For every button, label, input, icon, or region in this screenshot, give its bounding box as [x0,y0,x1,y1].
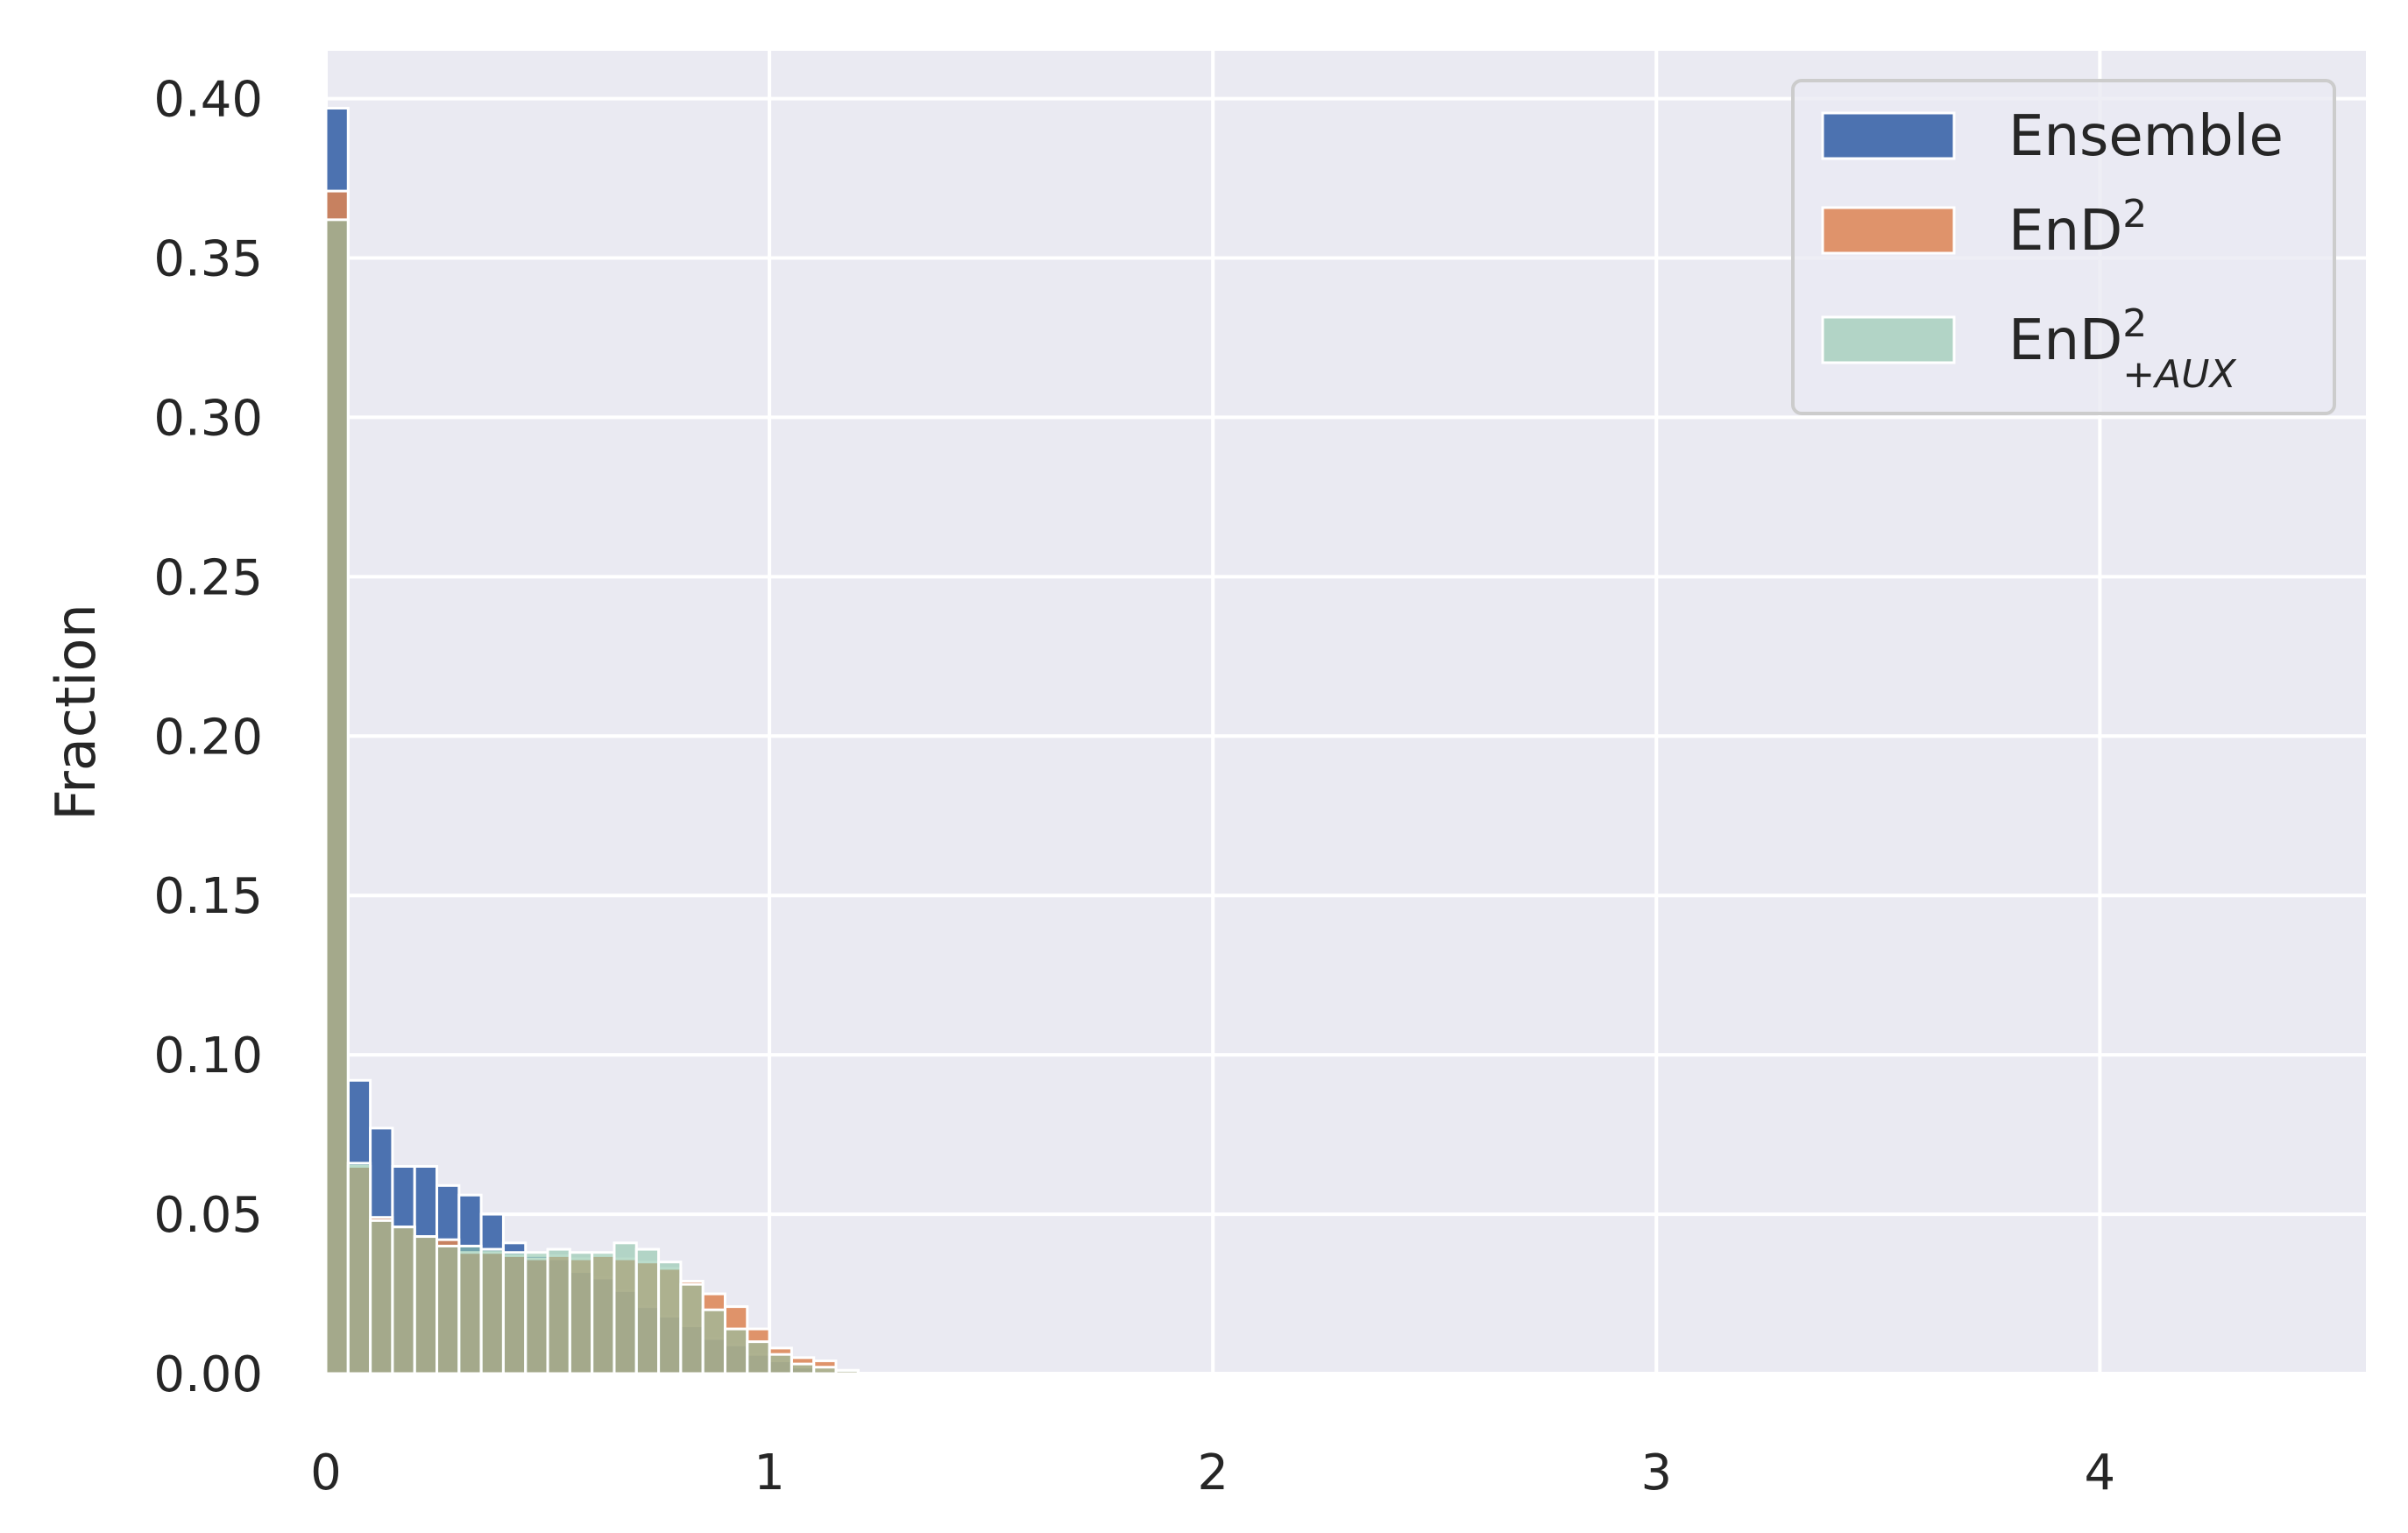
legend-label: Ensemble [2008,104,2284,169]
y-tick-label: 0.00 [153,1346,263,1403]
grid-lines [324,51,2366,1375]
y-tick-label: 0.20 [153,709,263,766]
histogram-bar [391,1226,416,1375]
histogram-bar [479,1247,505,1375]
histogram-bar [346,1162,372,1375]
legend-item: EnD2 [1821,192,2147,264]
histogram-bars [324,106,860,1375]
x-tick-label: 0 [310,1445,342,1501]
y-tick-label: 0.25 [153,549,263,606]
x-tick-label: 4 [2085,1445,2116,1501]
histogram-bar [657,1261,683,1375]
x-tick-label: 3 [1640,1445,1672,1501]
histogram-bar [613,1241,638,1375]
y-tick-label: 0.15 [153,868,263,925]
histogram-bar [501,1251,528,1375]
histogram-bar [436,1244,461,1375]
y-tick-label: 0.30 [153,390,263,447]
x-tick-labels: 0 1 2 3 4 [310,1445,2115,1501]
legend-label: EnD2 +AUX [2008,301,2236,397]
histogram-bar [834,1368,860,1375]
legend-swatch [1821,315,1956,364]
legend-swatch [1821,111,1956,160]
histogram-bar [723,1327,749,1375]
legend-swatch [1821,206,1956,255]
y-tick-label: 0.10 [153,1028,263,1084]
histogram-bar [768,1353,793,1375]
histogram-bar [746,1340,771,1375]
y-tick-label: 0.40 [153,72,263,129]
histogram-bar [369,1219,394,1375]
histogram-bar [634,1247,661,1375]
histogram-bar [546,1247,571,1375]
legend: Ensemble EnD2 EnD2 +AUX [1791,79,2336,415]
y-tick-labels: 0.00 0.05 0.10 0.15 0.20 0.25 0.30 0.35 0.40 [153,72,263,1403]
y-tick-label: 0.35 [153,231,263,288]
x-tick-label: 2 [1197,1445,1229,1501]
histogram-bar [679,1282,705,1375]
legend-label: EnD2 [2008,192,2147,264]
legend-item: Ensemble [1821,104,2284,169]
x-tick-label: 1 [754,1445,785,1501]
histogram-bar [591,1251,616,1375]
histogram-bar [524,1251,549,1375]
y-axis-label: Fraction [44,604,108,821]
histogram-bar [701,1308,726,1375]
histogram-bar [812,1366,838,1375]
histogram-bar [324,218,350,1375]
legend-item: EnD2 +AUX [1821,301,2236,397]
series-3-bars [324,218,860,1375]
histogram-bar [413,1235,439,1375]
histogram-bar [457,1244,483,1375]
histogram-bar [790,1362,816,1375]
histogram-bar [568,1251,594,1375]
y-tick-label: 0.05 [153,1187,263,1244]
